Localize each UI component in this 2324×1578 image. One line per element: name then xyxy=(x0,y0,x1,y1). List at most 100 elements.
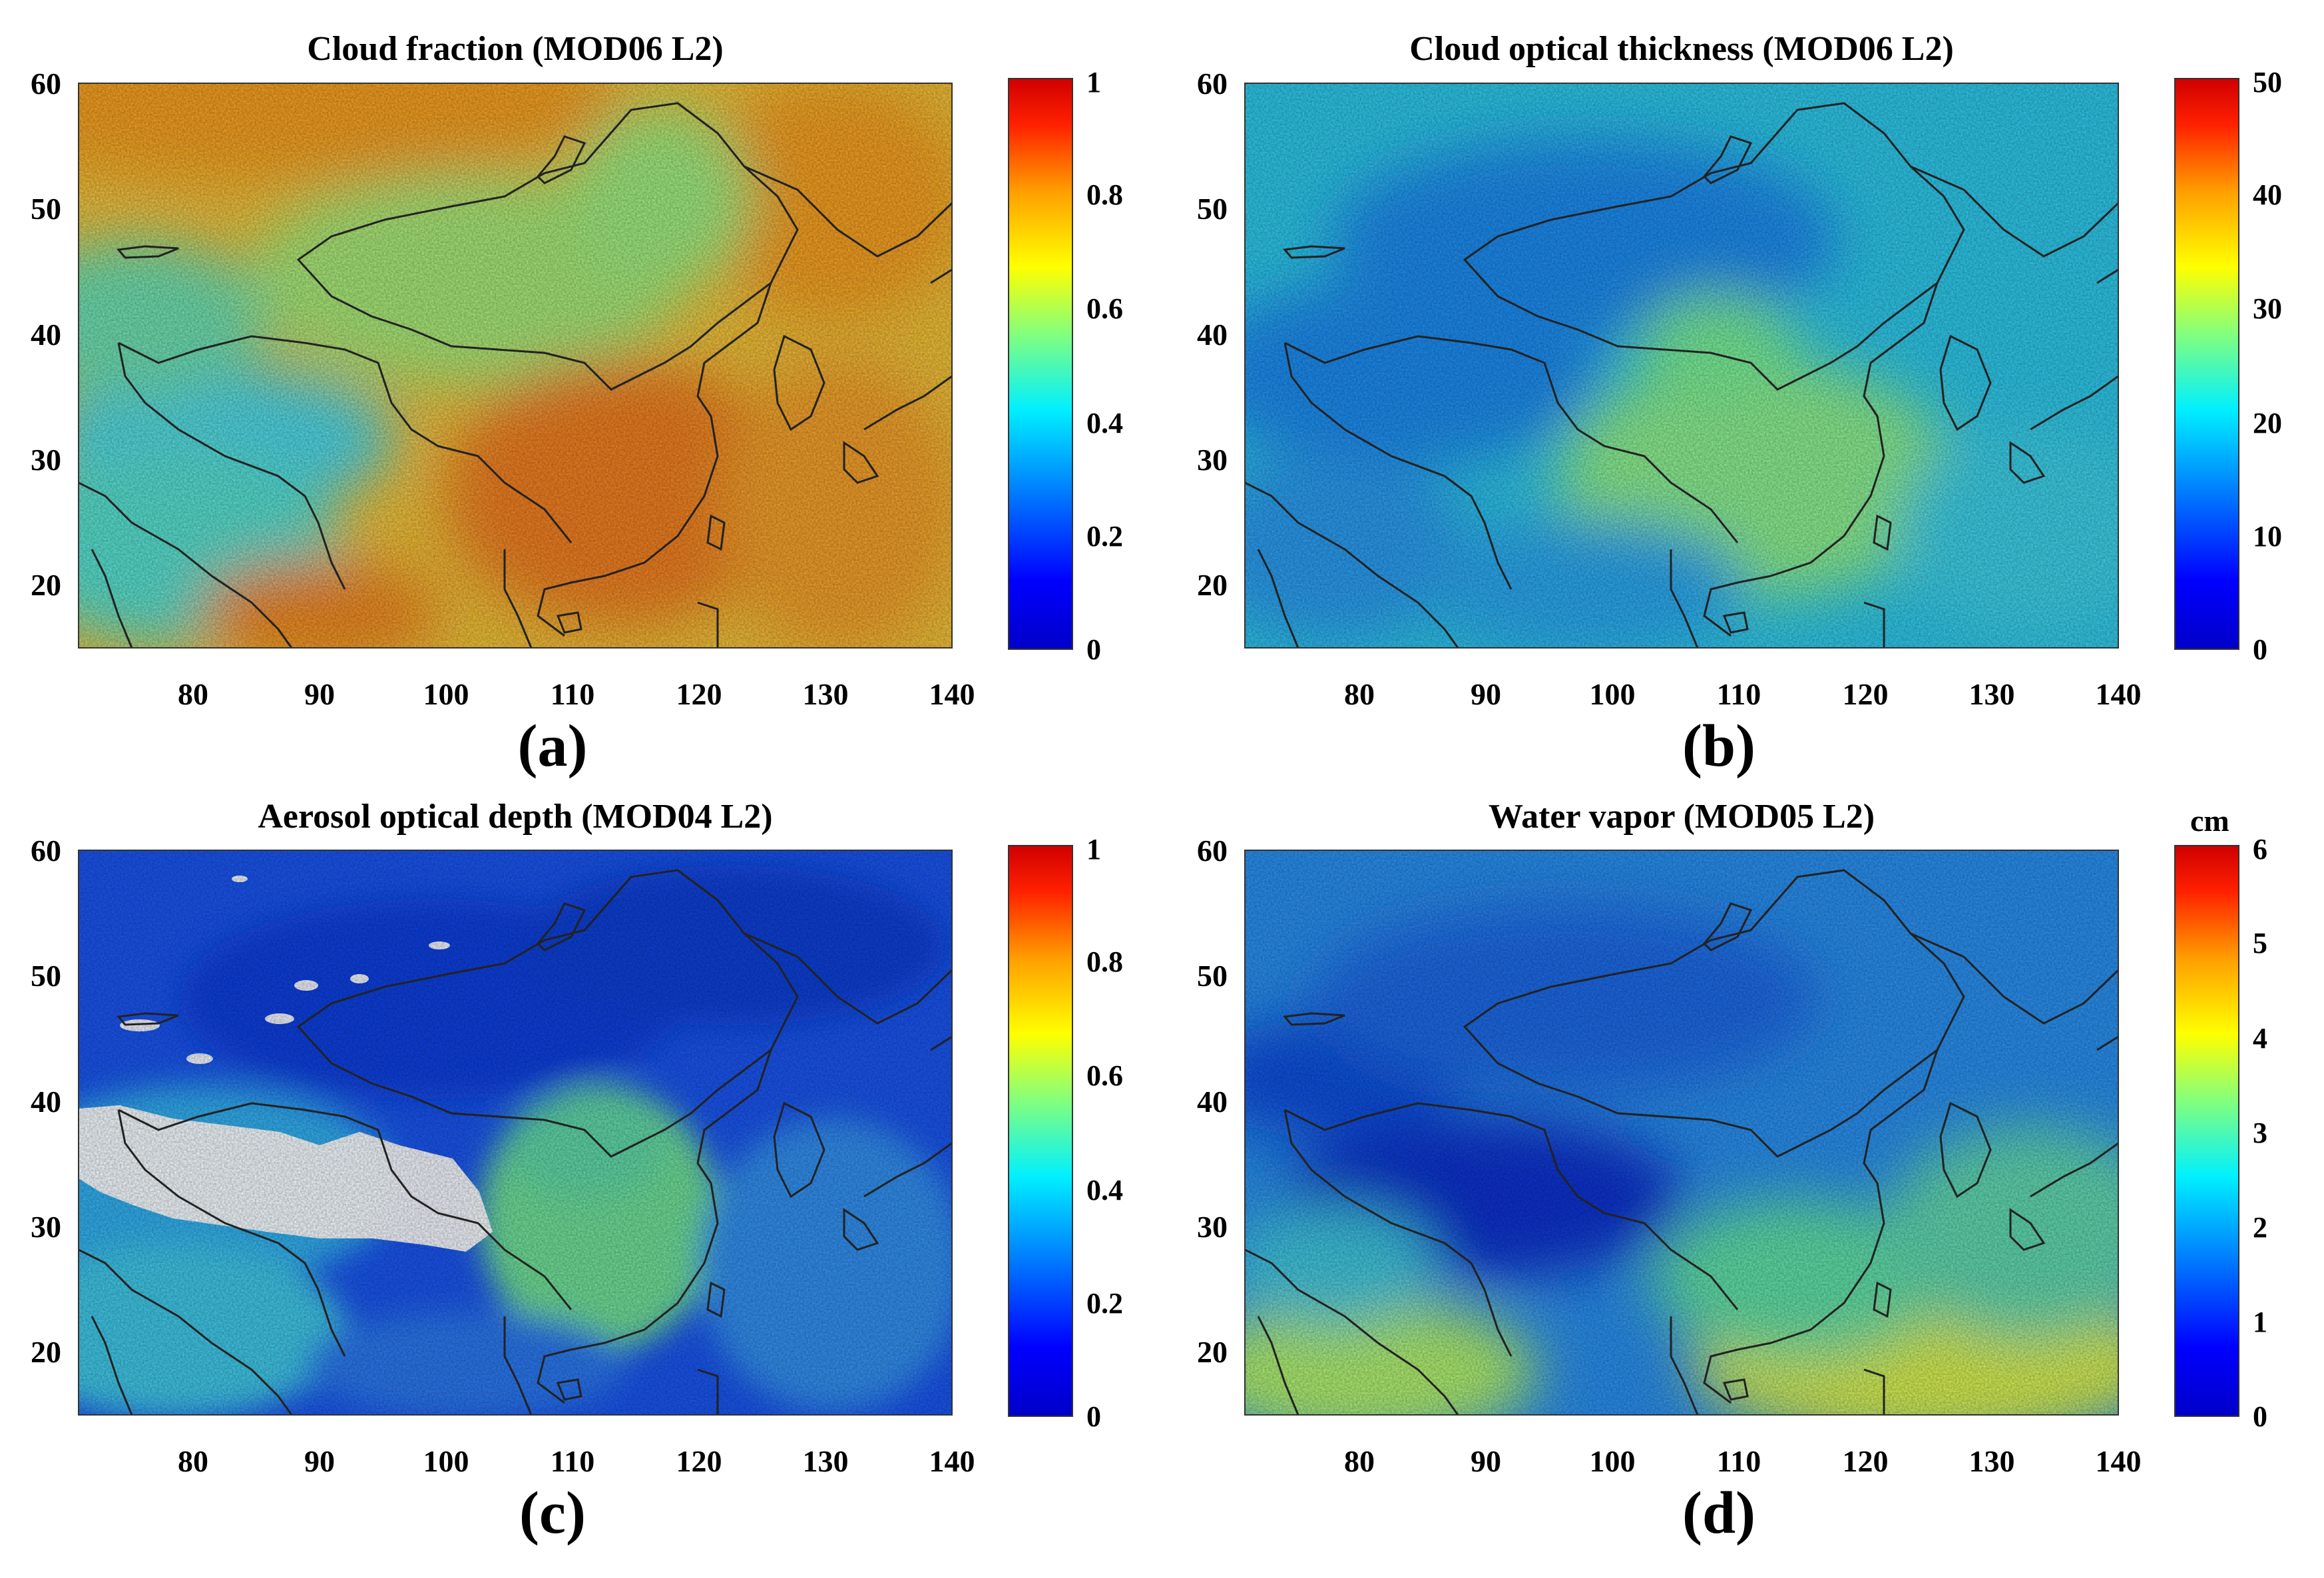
panel-cloud-optical-thickness: Cloud optical thickness (MOD06 L2) 60 50… xyxy=(1197,30,2282,779)
panel-b-x-axis: 80 90 100 110 120 130 140 xyxy=(1344,677,2142,711)
x-tick-label: 110 xyxy=(551,1444,594,1478)
panel-a-label: (a) xyxy=(518,713,588,779)
panel-water-vapor: Water vapor (MOD05 L2) 60 50 40 30 20 xyxy=(1197,798,2267,1546)
y-tick-label: 60 xyxy=(1197,67,1228,101)
x-tick-label: 140 xyxy=(2096,1444,2142,1478)
panel-a-axes-frame xyxy=(78,83,953,649)
x-tick-label: 90 xyxy=(1471,677,1501,711)
colorbar-tick-label: 3 xyxy=(2253,1117,2267,1149)
panel-d-y-axis: 60 50 40 30 20 xyxy=(1197,834,1228,1369)
panel-a-title: Cloud fraction (MOD06 L2) xyxy=(307,30,723,68)
panel-d-colorbar-unit: cm xyxy=(2190,804,2229,838)
x-tick-label: 110 xyxy=(1717,677,1761,711)
y-tick-label: 40 xyxy=(1197,318,1228,352)
y-tick-label: 60 xyxy=(1197,834,1228,868)
colorbar-tick-label: 40 xyxy=(2253,178,2282,211)
colorbar-tick-label: 0 xyxy=(1086,633,1101,666)
x-tick-label: 120 xyxy=(1843,1444,1889,1478)
panel-d-colorbar xyxy=(2174,845,2239,1417)
panel-b-title: Cloud optical thickness (MOD06 L2) xyxy=(1409,30,1954,68)
panel-cloud-fraction: Cloud fraction (MOD06 L2) 60 50 xyxy=(31,30,1123,779)
colorbar-tick-label: 1 xyxy=(1086,66,1101,99)
panel-a-x-axis: 80 90 100 110 120 130 140 xyxy=(178,677,975,711)
colorbar-tick-label: 30 xyxy=(2253,292,2282,325)
colorbar-tick-label: 0.4 xyxy=(1086,407,1123,439)
colorbar-tick-label: 1 xyxy=(2253,1306,2267,1338)
panel-a-y-axis: 60 50 40 30 20 xyxy=(31,67,61,602)
y-tick-label: 40 xyxy=(1197,1085,1228,1119)
x-tick-label: 100 xyxy=(423,1444,469,1478)
y-tick-label: 40 xyxy=(31,1085,61,1119)
x-tick-label: 80 xyxy=(1344,677,1375,711)
y-tick-label: 60 xyxy=(31,67,61,101)
panel-c-label: (c) xyxy=(519,1480,586,1546)
map-aerosol-optical-depth xyxy=(79,850,952,1415)
panel-c-axes-frame xyxy=(78,850,953,1416)
y-tick-label: 20 xyxy=(31,568,61,602)
y-tick-label: 30 xyxy=(31,1210,61,1244)
panel-b-colorbar-ticks: 50 40 30 20 10 0 xyxy=(2253,66,2282,666)
x-tick-label: 90 xyxy=(304,1444,335,1478)
map-cloud-optical-thickness xyxy=(1245,83,2118,648)
panel-b-colorbar xyxy=(2174,78,2239,650)
colorbar-tick-label: 0.8 xyxy=(1086,945,1123,978)
colorbar-tick-label: 6 xyxy=(2253,833,2267,866)
panel-c-title: Aerosol optical depth (MOD04 L2) xyxy=(258,798,772,836)
y-tick-label: 50 xyxy=(1197,192,1228,226)
y-tick-label: 40 xyxy=(31,318,61,352)
panel-a-colorbar-ticks: 1 0.8 0.6 0.4 0.2 0 xyxy=(1086,66,1123,666)
panel-b-y-axis: 60 50 40 30 20 xyxy=(1197,67,1228,602)
x-tick-label: 130 xyxy=(1969,1444,2015,1478)
x-tick-label: 80 xyxy=(178,1444,208,1478)
colorbar-tick-label: 0.8 xyxy=(1086,178,1123,211)
colorbar-tick-label: 0.4 xyxy=(1086,1174,1123,1206)
colorbar-tick-label: 0.6 xyxy=(1086,292,1123,325)
x-tick-label: 120 xyxy=(676,677,722,711)
y-tick-label: 20 xyxy=(1197,568,1228,602)
x-tick-label: 120 xyxy=(1843,677,1889,711)
y-tick-label: 30 xyxy=(1197,1210,1228,1244)
colorbar-tick-label: 0.2 xyxy=(1086,520,1123,553)
x-tick-label: 100 xyxy=(1590,677,1636,711)
colorbar-tick-label: 1 xyxy=(1086,833,1101,866)
panel-c-colorbar-ticks: 1 0.8 0.6 0.4 0.2 0 xyxy=(1086,833,1123,1433)
x-tick-label: 140 xyxy=(2096,677,2142,711)
panel-d-label: (d) xyxy=(1682,1480,1755,1546)
y-tick-label: 50 xyxy=(31,192,61,226)
panel-d-title: Water vapor (MOD05 L2) xyxy=(1489,798,1875,836)
x-tick-label: 130 xyxy=(1969,677,2015,711)
colorbar-tick-label: 4 xyxy=(2253,1022,2267,1055)
y-tick-label: 30 xyxy=(1197,443,1228,477)
map-water-vapor xyxy=(1245,850,2118,1415)
panel-c-colorbar xyxy=(1008,845,1073,1417)
panel-a-colorbar xyxy=(1008,78,1073,650)
colorbar-tick-label: 0.6 xyxy=(1086,1059,1123,1092)
y-tick-label: 50 xyxy=(1197,959,1228,993)
x-tick-label: 100 xyxy=(423,677,469,711)
panel-b-axes-frame xyxy=(1244,83,2119,649)
panel-c-y-axis: 60 50 40 30 20 xyxy=(31,834,61,1369)
colorbar-tick-label: 0 xyxy=(2253,1400,2267,1433)
y-tick-label: 50 xyxy=(31,959,61,993)
y-tick-label: 20 xyxy=(31,1335,61,1369)
x-tick-label: 110 xyxy=(551,677,594,711)
x-tick-label: 80 xyxy=(1344,1444,1375,1478)
colorbar-tick-label: 50 xyxy=(2253,66,2282,99)
panel-c-x-axis: 80 90 100 110 120 130 140 xyxy=(178,1444,975,1478)
x-tick-label: 130 xyxy=(803,677,849,711)
x-tick-label: 90 xyxy=(304,677,335,711)
colorbar-tick-label: 0 xyxy=(2253,633,2267,666)
map-cloud-fraction xyxy=(79,83,952,648)
colorbar-tick-label: 2 xyxy=(2253,1211,2267,1244)
panel-d-x-axis: 80 90 100 110 120 130 140 xyxy=(1344,1444,2142,1478)
panel-b-label: (b) xyxy=(1682,713,1755,779)
panel-d-axes-frame xyxy=(1244,850,2119,1416)
x-tick-label: 140 xyxy=(929,1444,975,1478)
y-tick-label: 20 xyxy=(1197,1335,1228,1369)
x-tick-label: 140 xyxy=(929,677,975,711)
colorbar-tick-label: 0.2 xyxy=(1086,1287,1123,1320)
panel-d-colorbar-ticks: 6 5 4 3 2 1 0 xyxy=(2253,833,2267,1433)
x-tick-label: 100 xyxy=(1590,1444,1636,1478)
colorbar-tick-label: 10 xyxy=(2253,520,2282,553)
